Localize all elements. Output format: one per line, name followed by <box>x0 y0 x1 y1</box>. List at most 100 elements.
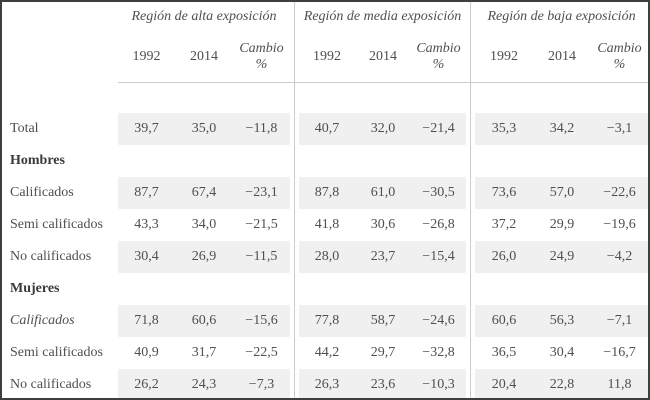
empty-cell <box>299 273 355 305</box>
corner-cell <box>2 32 118 83</box>
group-divider <box>290 2 299 32</box>
empty-cell <box>355 273 411 305</box>
value-cell: 34,2 <box>533 113 591 145</box>
group-divider <box>466 2 475 32</box>
row-label: Total <box>10 121 39 136</box>
value-cell: 56,3 <box>533 305 591 337</box>
table-row-calificados: Calificados 71,8 60,6 −15,6 77,8 58,7 −24,6 60,… <box>2 305 648 337</box>
empty-cell <box>233 145 290 177</box>
value-cell: 23,6 <box>355 369 411 398</box>
empty-cell <box>355 145 411 177</box>
empty-cell <box>175 145 233 177</box>
value-cell: −21,4 <box>411 113 466 145</box>
table-row-total: Total 39,7 35,0 −11,8 40,7 32,0 −21,4 35,3 34,2−… <box>2 113 648 145</box>
table-row-semi-calificados: Semi calificados 40,9 31,7 −22,5 44,2 29,7 −32… <box>2 337 648 369</box>
value-cell: 24,3 <box>175 369 233 398</box>
empty-cell <box>533 273 591 305</box>
col-header-1992: 1992 <box>299 32 355 83</box>
spacer-row <box>2 82 648 114</box>
value-cell: 60,6 <box>475 305 533 337</box>
group-divider <box>290 32 299 83</box>
value-cell: 43,3 <box>134 217 159 232</box>
value-cell: 26,0 <box>475 241 533 273</box>
value-cell: −21,5 <box>245 217 278 232</box>
empty-cell <box>233 83 290 114</box>
value-cell: 58,7 <box>355 305 411 337</box>
row-label: Calificados <box>10 313 75 328</box>
value-cell: 31,7 <box>191 345 217 360</box>
group-header-baja: Región de baja exposición <box>487 9 636 24</box>
value-cell: 40,7 <box>299 113 355 145</box>
empty-cell <box>411 273 466 305</box>
empty-cell <box>533 83 591 114</box>
group-divider <box>466 209 475 241</box>
group-divider <box>466 305 475 337</box>
empty-cell <box>591 145 648 177</box>
empty-cell <box>299 145 355 177</box>
value-cell: −23,1 <box>233 177 290 209</box>
col-header-1992: 1992 <box>475 32 533 83</box>
group-divider <box>290 177 299 209</box>
value-cell: 22,8 <box>533 369 591 398</box>
table-row-no-calificados: No calificados 30,4 26,9 −11,5 28,0 23,7 −15,4… <box>2 241 648 273</box>
value-cell: 11,8 <box>591 369 648 398</box>
value-cell: 44,2 <box>314 345 340 360</box>
table-row-mujeres: Mujeres <box>2 273 648 305</box>
value-cell: 41,8 <box>314 217 340 232</box>
group-divider <box>290 145 299 177</box>
group-header-row: Región de alta exposición Región de medi… <box>2 2 648 32</box>
empty-cell <box>118 273 175 305</box>
subheader-row: 1992 2014 Cambio% 1992 2014 Cambio% 1992… <box>2 32 648 83</box>
value-cell: −32,8 <box>422 345 455 360</box>
value-cell: 39,7 <box>118 113 175 145</box>
value-cell: −7,3 <box>233 369 290 398</box>
group-divider <box>466 273 475 305</box>
value-cell: −11,5 <box>233 241 290 273</box>
col-header-cambio-word: Cambio <box>239 40 284 56</box>
row-label: Mujeres <box>10 281 60 296</box>
row-label: No calificados <box>10 377 92 392</box>
value-cell: 36,5 <box>491 345 517 360</box>
value-cell: 60,6 <box>175 305 233 337</box>
empty-cell <box>233 273 290 305</box>
value-cell: 77,8 <box>299 305 355 337</box>
value-cell: 26,3 <box>299 369 355 398</box>
corner-cell <box>2 2 118 32</box>
empty-cell <box>175 273 233 305</box>
value-cell: 37,2 <box>491 217 517 232</box>
group-divider <box>466 241 475 273</box>
table-row-hombres: Hombres <box>2 145 648 177</box>
value-cell: 73,6 <box>475 177 533 209</box>
col-header-cambio-pct: % <box>613 57 626 72</box>
col-header-cambio-pct: % <box>255 57 268 72</box>
value-cell: −3,1 <box>591 113 648 145</box>
value-cell: 30,4 <box>118 241 175 273</box>
value-cell: 30,4 <box>549 345 575 360</box>
empty-cell <box>591 273 648 305</box>
empty-cell <box>475 83 533 114</box>
value-cell: −15,4 <box>411 241 466 273</box>
col-header-cambio: Cambio% <box>411 32 466 83</box>
value-cell: 40,9 <box>134 345 159 360</box>
col-header-cambio: Cambio% <box>233 32 290 83</box>
empty-cell <box>118 145 175 177</box>
empty-cell <box>475 145 533 177</box>
value-cell: −19,6 <box>603 217 636 232</box>
col-header-cambio-word: Cambio <box>416 40 461 56</box>
col-header-cambio: Cambio% <box>591 32 648 83</box>
group-divider <box>466 177 475 209</box>
group-divider <box>290 82 299 113</box>
col-header-2014: 2014 <box>533 32 591 83</box>
value-cell: 35,0 <box>175 113 233 145</box>
group-divider <box>466 337 475 369</box>
row-label: Semi calificados <box>10 217 103 232</box>
row-label: No calificados <box>10 249 92 264</box>
col-header-cambio-pct: % <box>432 57 445 72</box>
value-cell: 34,0 <box>191 217 217 232</box>
row-label: Semi calificados <box>10 345 103 360</box>
group-divider <box>290 337 299 369</box>
empty-cell <box>175 83 233 114</box>
group-divider <box>466 113 475 145</box>
col-header-2014: 2014 <box>355 32 411 83</box>
